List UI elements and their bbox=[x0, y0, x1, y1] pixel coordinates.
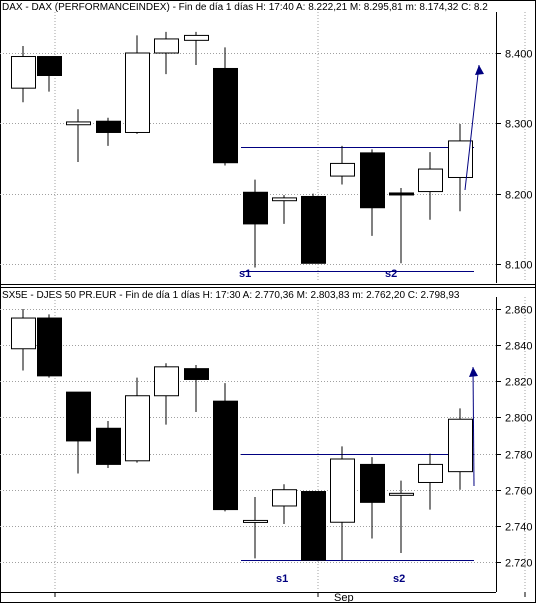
dax-y-tick-label: 8.300 bbox=[505, 119, 533, 131]
sx5e-candle-body bbox=[184, 368, 209, 380]
dax-candle-body bbox=[184, 34, 209, 41]
sx5e-candle-body bbox=[389, 492, 414, 496]
sx5e-y-tick-label: 2.740 bbox=[505, 522, 533, 534]
sx5e-y-tick-label: 2.760 bbox=[505, 486, 533, 498]
sx5e-candle-body bbox=[330, 458, 355, 523]
dax-annotation-label: s2 bbox=[385, 268, 397, 280]
sx5e-candle-body bbox=[243, 519, 268, 523]
sx5e-trend-arrowhead bbox=[469, 367, 478, 377]
dax-candle-body bbox=[96, 120, 121, 133]
dax-y-tick-label: 8.100 bbox=[505, 260, 533, 272]
sx5e-candle-body bbox=[66, 391, 91, 442]
dax-y-tick-label: 8.400 bbox=[505, 49, 533, 61]
sx5e-annotation-label: s1 bbox=[276, 573, 288, 585]
dax-candle-body bbox=[154, 38, 179, 54]
sx5e-y-tick-label: 2.780 bbox=[505, 450, 533, 462]
sx5e-y-tick-label: 2.820 bbox=[505, 377, 533, 389]
sx5e-candle-body bbox=[448, 418, 473, 473]
dax-trend-arrow bbox=[464, 64, 480, 191]
dax-candle-body bbox=[125, 52, 150, 133]
sx5e-candle-body bbox=[418, 463, 443, 483]
dax-candle-body bbox=[66, 121, 91, 126]
sx5e-candle-body bbox=[301, 491, 326, 561]
dax-y-tick-label: 8.200 bbox=[505, 190, 533, 202]
sx5e-annotation-label: s2 bbox=[393, 573, 405, 585]
dax-candle-body bbox=[330, 162, 355, 177]
dax-chart-title: DAX - DAX (PERFORMANCEINDEX) - Fin de dí… bbox=[2, 2, 488, 13]
sx5e-candle-body bbox=[125, 395, 150, 462]
sx5e-candle-body bbox=[154, 366, 179, 397]
sx5e-y-tick-label: 2.720 bbox=[505, 558, 533, 570]
dax-candle-body bbox=[272, 197, 297, 202]
sx5e-candle-body bbox=[272, 489, 297, 507]
sx5e-y-tick-label: 2.800 bbox=[505, 413, 533, 425]
dax-candle-body bbox=[418, 168, 443, 193]
sx5e-x-axis-label: Sep bbox=[334, 592, 354, 603]
dax-trend-arrowhead bbox=[475, 65, 484, 75]
dax-candle-body bbox=[360, 152, 385, 209]
dax-candle-body bbox=[37, 56, 62, 77]
sx5e-y-tick-label: 2.860 bbox=[505, 305, 533, 317]
sx5e-chart-title: SX5E - DJES 50 PR.EUR - Fin de día 1 día… bbox=[2, 290, 460, 301]
dax-candle-body bbox=[243, 191, 268, 225]
sx5e-y-tick-label: 2.840 bbox=[505, 341, 533, 353]
dax-candle-body bbox=[389, 192, 414, 196]
dax-candle-body bbox=[11, 56, 36, 89]
dax-candle-body bbox=[301, 195, 326, 264]
sx5e-candle-body bbox=[96, 427, 121, 465]
sx5e-candle-body bbox=[37, 317, 62, 377]
dax-annotation-label: s1 bbox=[239, 268, 251, 280]
dax-candle-body bbox=[213, 67, 238, 164]
sx5e-candle-body bbox=[360, 463, 385, 503]
sx5e-candle-body bbox=[11, 317, 36, 350]
sx5e-candle-body bbox=[213, 400, 238, 511]
sx5e-trend-arrow bbox=[472, 366, 475, 487]
